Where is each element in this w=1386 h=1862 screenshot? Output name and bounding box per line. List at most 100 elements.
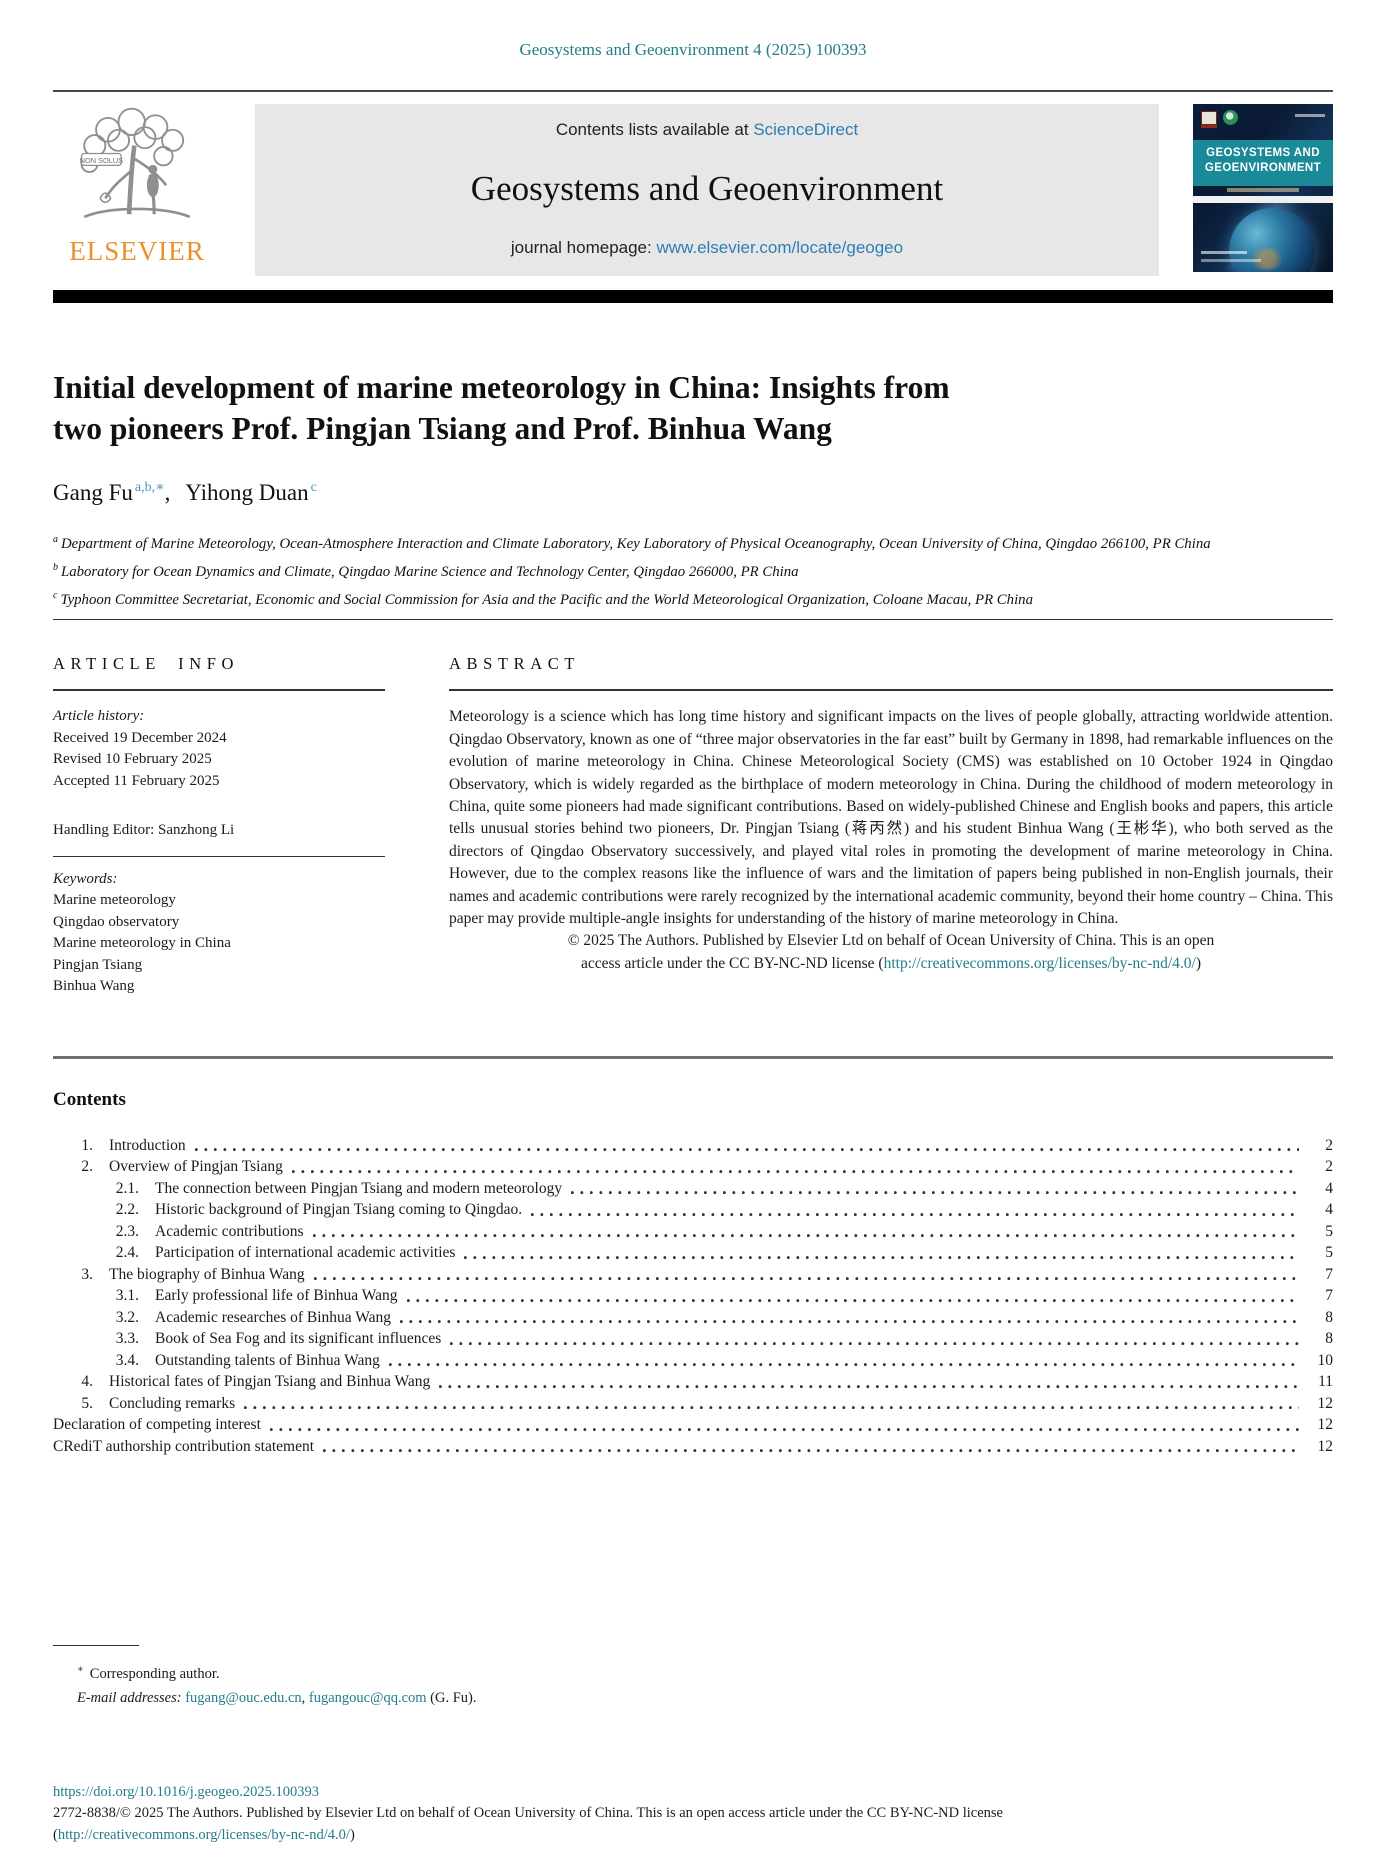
toc-entry-label: Outstanding talents of Binhua Wang bbox=[155, 1351, 380, 1369]
affiliation: b Laboratory for Ocean Dynamics and Clima… bbox=[53, 556, 1333, 584]
toc-entry[interactable]: 3.4. Outstanding talents of Binhua Wang … bbox=[53, 1350, 1333, 1372]
elsevier-tree-icon: NON SOLUS bbox=[80, 107, 191, 219]
toc-dot-leader bbox=[323, 1449, 1299, 1454]
abstract-text: Meteorology is a science which has long … bbox=[449, 708, 1333, 928]
toc-dot-leader bbox=[406, 1298, 1299, 1303]
running-head-citation: Geosystems and Geoenvironment 4 (2025) 1… bbox=[519, 40, 867, 59]
affiliation-letter: b bbox=[53, 561, 58, 573]
article-title-line2: two pioneers Prof. Pingjan Tsiang and Pr… bbox=[53, 411, 832, 446]
toc-dot-leader bbox=[269, 1427, 1299, 1432]
footer-license-line: (http://creativecommons.org/licenses/by-… bbox=[53, 1826, 355, 1843]
handling-editor-line: Handling Editor: Sanzhong Li bbox=[53, 822, 235, 839]
keywords-label: Keywords: bbox=[53, 870, 118, 887]
journal-homepage-line: journal homepage: www.elsevier.com/locat… bbox=[265, 238, 1149, 258]
toc-entry-label: Historic background of Pingjan Tsiang co… bbox=[155, 1201, 523, 1219]
contents-lists-prefix: Contents lists available at bbox=[555, 120, 754, 139]
toc-entry[interactable]: 2.1. The connection between Pingjan Tsia… bbox=[53, 1178, 1333, 1200]
table-of-contents: 1. Introduction 2 2. Overview of Pingjan… bbox=[53, 1135, 1333, 1458]
keyword: Qingdao observatory bbox=[53, 913, 180, 930]
toc-dot-leader bbox=[531, 1212, 1299, 1217]
toc-dot-leader bbox=[194, 1148, 1299, 1153]
sciencedirect-link[interactable]: ScienceDirect bbox=[753, 120, 859, 139]
toc-dot-leader bbox=[313, 1277, 1299, 1282]
toc-entry-number: 2. bbox=[81, 1158, 93, 1176]
toc-entry-number: 2.3. bbox=[115, 1222, 139, 1240]
affiliation-text: Typhoon Committee Secretariat, Economic … bbox=[60, 591, 1033, 608]
affiliation-text: Laboratory for Ocean Dynamics and Climat… bbox=[61, 563, 799, 580]
toc-entry-page: 8 bbox=[1325, 1308, 1333, 1326]
asterisk-mark: ∗ bbox=[77, 1664, 84, 1676]
toc-entry-number: 2.1. bbox=[115, 1179, 139, 1197]
toc-entry-label: Overview of Pingjan Tsiang bbox=[109, 1158, 283, 1176]
email-link-primary[interactable]: fugang@ouc.edu.cn bbox=[185, 1690, 302, 1706]
toc-entry[interactable]: 2.4. Participation of international acad… bbox=[53, 1242, 1333, 1264]
toc-entry[interactable]: CRediT authorship contribution statement… bbox=[53, 1436, 1333, 1458]
email-link-secondary[interactable]: fugangouc@qq.com bbox=[308, 1690, 427, 1706]
toc-entry-page: 4 bbox=[1325, 1179, 1333, 1197]
cover-publisher-logo bbox=[1201, 111, 1217, 125]
toc-entry[interactable]: 3.2. Academic researches of Binhua Wang … bbox=[53, 1307, 1333, 1329]
page-footer: https://doi.org/10.1016/j.geogeo.2025.10… bbox=[53, 1782, 1333, 1847]
abstract-heading: ABSTRACT bbox=[449, 654, 581, 674]
cc-license-link[interactable]: http://creativecommons.org/licenses/by-n… bbox=[883, 954, 1196, 972]
author-name: Gang Fu bbox=[53, 479, 133, 505]
footer-license-link[interactable]: http://creativecommons.org/licenses/by-n… bbox=[57, 1826, 350, 1843]
abstract-divider bbox=[449, 689, 1333, 692]
author-affiliation-marks: c bbox=[310, 480, 317, 495]
toc-entry[interactable]: 2.2. Historic background of Pingjan Tsia… bbox=[53, 1199, 1333, 1221]
toc-dot-leader bbox=[464, 1255, 1299, 1260]
article-history-entry: Received 19 December 2024 bbox=[53, 729, 227, 746]
article-history-label: Article history: bbox=[53, 708, 145, 725]
toc-entry[interactable]: 2. Overview of Pingjan Tsiang 2 bbox=[53, 1156, 1333, 1178]
toc-entry[interactable]: 3.3. Book of Sea Fog and its significant… bbox=[53, 1328, 1333, 1350]
toc-entry-number: 2.2. bbox=[115, 1201, 139, 1219]
toc-entry-label: The connection between Pingjan Tsiang an… bbox=[155, 1179, 563, 1197]
author: Yihong Duan c bbox=[185, 480, 327, 505]
toc-entry[interactable]: 5. Concluding remarks 12 bbox=[53, 1393, 1333, 1415]
toc-entry-label: Academic contributions bbox=[155, 1222, 304, 1240]
cover-society-logo bbox=[1223, 110, 1238, 125]
journal-banner-box: Contents lists available at ScienceDirec… bbox=[255, 104, 1159, 276]
copyright-line2: access article under the CC BY-NC-ND lic… bbox=[581, 954, 1201, 972]
toc-entry[interactable]: 4. Historical fates of Pingjan Tsiang an… bbox=[53, 1371, 1333, 1393]
toc-entry-page: 2 bbox=[1325, 1158, 1333, 1176]
toc-entry-number: 3.2. bbox=[115, 1308, 139, 1326]
abstract-copyright: © 2025 The Authors. Published by Elsevie… bbox=[449, 930, 1333, 975]
author-name: Yihong Duan bbox=[185, 479, 309, 505]
journal-homepage-link[interactable]: www.elsevier.com/locate/geogeo bbox=[656, 238, 904, 257]
affiliation-letter: a bbox=[53, 533, 58, 545]
author: Gang Fu a,b,∗, bbox=[53, 479, 171, 505]
toc-entry-number: 4. bbox=[81, 1373, 93, 1391]
keyword: Binhua Wang bbox=[53, 978, 135, 995]
toc-entry-page: 7 bbox=[1325, 1265, 1333, 1283]
toc-entry-label: The biography of Binhua Wang bbox=[109, 1265, 305, 1283]
toc-entry-label: CRediT authorship contribution statement bbox=[53, 1437, 315, 1455]
issn-copyright-line: 2772-8838/© 2025 The Authors. Published … bbox=[53, 1805, 1003, 1821]
header-top-divider bbox=[53, 90, 1333, 92]
keywords-list: Marine meteorology Qingdao observatory Mar… bbox=[53, 890, 385, 998]
toc-entry-number: 3.4. bbox=[115, 1351, 139, 1369]
contents-heading: Contents bbox=[53, 1088, 126, 1110]
non-solus-banner-text: NON SOLUS bbox=[80, 156, 124, 165]
doi-link[interactable]: https://doi.org/10.1016/j.geogeo.2025.10… bbox=[53, 1783, 319, 1800]
cover-volume-stripe bbox=[1193, 196, 1333, 203]
toc-entry[interactable]: 1. Introduction 2 bbox=[53, 1135, 1333, 1157]
info-section-top-divider bbox=[53, 619, 1333, 621]
toc-entry[interactable]: 3. The biography of Binhua Wang 7 bbox=[53, 1264, 1333, 1286]
cover-title-band: GEOSYSTEMS AND GEOENVIRONMENT bbox=[1193, 140, 1333, 186]
toc-entry-number: 3.1. bbox=[115, 1287, 139, 1305]
toc-entry-page: 12 bbox=[1317, 1437, 1334, 1455]
toc-entry-page: 12 bbox=[1317, 1416, 1334, 1434]
toc-entry-page: 8 bbox=[1325, 1330, 1333, 1348]
toc-entry[interactable]: 3.1. Early professional life of Binhua W… bbox=[53, 1285, 1333, 1307]
toc-entry-label: Declaration of competing interest bbox=[53, 1416, 261, 1434]
toc-entry-number: 3.3. bbox=[115, 1330, 139, 1348]
contents-lists-line: Contents lists available at ScienceDirec… bbox=[265, 120, 1149, 140]
toc-entry[interactable]: Declaration of competing interest 12 bbox=[53, 1414, 1333, 1436]
email-label: E-mail addresses: bbox=[77, 1690, 182, 1706]
header-bottom-bar bbox=[53, 290, 1333, 303]
toc-dot-leader bbox=[291, 1169, 1299, 1174]
toc-entry[interactable]: 2.3. Academic contributions 5 bbox=[53, 1221, 1333, 1243]
cover-issn-placeholder bbox=[1295, 114, 1325, 117]
